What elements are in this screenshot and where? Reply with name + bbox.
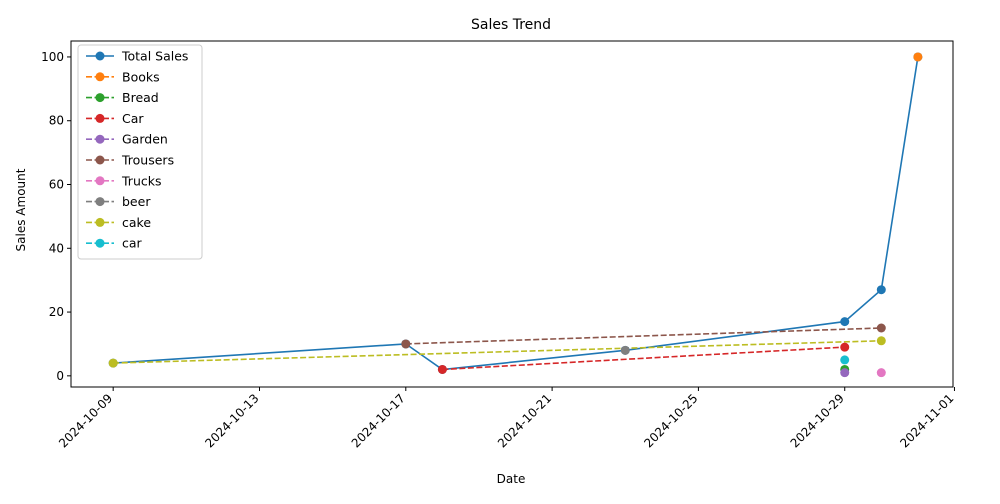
legend-marker (95, 155, 105, 165)
data-point (876, 368, 886, 378)
series-line (113, 340, 882, 364)
legend-marker (95, 93, 105, 103)
legend-label: Car (122, 111, 144, 126)
legend-marker (95, 176, 105, 186)
legend-marker (95, 217, 105, 227)
data-point (840, 368, 850, 378)
y-tick-label: 60 (49, 178, 64, 192)
y-tick-label: 40 (49, 241, 64, 255)
data-point (401, 339, 411, 349)
legend-label: Bread (122, 90, 159, 105)
data-point (876, 323, 886, 333)
legend-marker (95, 134, 105, 144)
data-point (913, 52, 923, 62)
y-tick-label: 20 (49, 305, 64, 319)
data-point (840, 317, 850, 327)
y-tick-label: 80 (49, 114, 64, 128)
data-point (876, 336, 886, 346)
data-point (437, 364, 447, 374)
legend-label: Garden (122, 132, 168, 147)
legend-label: car (122, 236, 143, 251)
y-axis-label: Sales Amount (14, 168, 28, 251)
y-tick-label: 100 (41, 50, 64, 64)
data-point (876, 285, 886, 295)
series-line (442, 346, 845, 371)
legend: Total Sales Books Bread Car Garden Trousers Tr… (77, 44, 203, 260)
axes-frame (70, 40, 954, 388)
legend-marker (95, 113, 105, 123)
x-axis-label: Date (497, 472, 526, 486)
legend-label: Total Sales (121, 49, 188, 64)
chart-title: Sales Trend (471, 17, 551, 33)
data-point (620, 345, 630, 355)
legend-label: Books (122, 69, 160, 84)
legend-marker (95, 51, 105, 61)
y-tick-label: 0 (56, 369, 64, 383)
data-point (108, 358, 118, 368)
legend-label: beer (122, 194, 151, 209)
legend-label: Trousers (121, 153, 174, 168)
legend-label: cake (122, 215, 151, 230)
legend-marker (95, 238, 105, 248)
data-point (840, 355, 850, 365)
legend-frame (77, 44, 203, 260)
series-line (405, 327, 882, 345)
legend-marker (95, 197, 105, 207)
legend-label: Trucks (121, 173, 161, 188)
legend-marker (95, 72, 105, 82)
data-point (840, 342, 850, 352)
